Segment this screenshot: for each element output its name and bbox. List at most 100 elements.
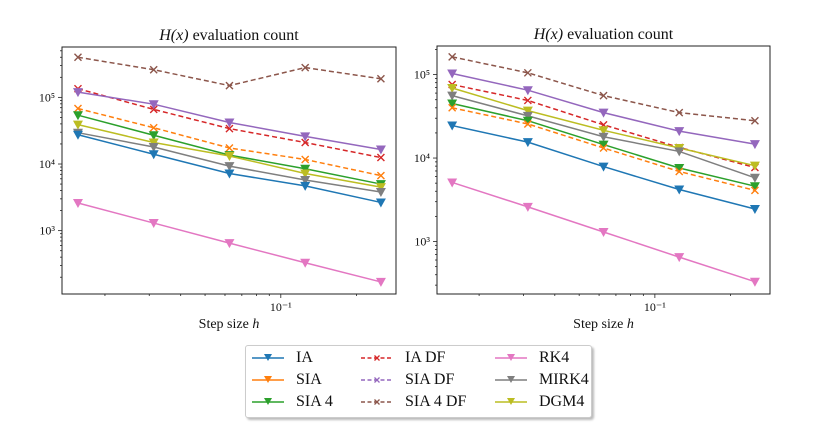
data-point-ia: [72, 130, 83, 140]
data-point-ia-df: [523, 96, 532, 105]
legend-line-sia: [252, 376, 284, 383]
legend-item-sia-4: SIA 4: [251, 392, 333, 412]
legend-marker: [264, 398, 272, 405]
legend-label: SIA 4 DF: [405, 393, 467, 410]
x-tick-label: 10⁻¹: [644, 300, 666, 314]
data-point-sia-4-df: [599, 91, 608, 100]
data-point-rk4: [674, 253, 685, 263]
data-point-ia-df: [301, 138, 310, 147]
data-point-rk4: [148, 219, 159, 229]
series-dgm4: [447, 84, 760, 171]
series-rk4: [447, 178, 760, 287]
data-point-sia-df: [749, 140, 760, 150]
data-point-sia: [73, 104, 82, 113]
legend-label: RK4: [539, 349, 570, 366]
data-point-mirk4: [300, 176, 311, 186]
legend-label: DGM4: [539, 393, 585, 410]
data-point-dgm4: [224, 151, 235, 161]
x-axis-label: Step size h: [199, 317, 260, 332]
legend-label: MIRK4: [539, 371, 589, 388]
data-point-sia-4-df: [750, 116, 759, 125]
data-point-sia-df: [522, 86, 533, 96]
legend-line-sia-4-df: [361, 399, 393, 405]
data-point-ia: [224, 169, 235, 179]
data-point-dgm4: [375, 183, 386, 193]
data-point-sia: [225, 143, 234, 152]
series-sia-4-df: [73, 53, 385, 90]
data-point-sia-df: [72, 88, 83, 98]
data-point-sia-df: [375, 145, 386, 155]
data-point-sia-df: [598, 108, 609, 118]
legend-line-mirk4: [495, 376, 527, 383]
data-point-rk4: [72, 198, 83, 208]
data-point-sia-4-df: [73, 53, 82, 62]
data-point-sia-4: [300, 164, 311, 174]
legend-line-sia-4: [252, 398, 284, 405]
data-point-rk4: [522, 202, 533, 212]
data-point-mirk4: [447, 91, 458, 101]
chart-1: 10³ 10⁴ 10⁵ 10⁻¹ H(x) evaluation count Step s…: [39, 27, 397, 332]
data-point-ia: [300, 181, 311, 191]
data-point-sia-4-df: [523, 68, 532, 77]
data-point-ia-df: [149, 105, 158, 114]
data-point-sia: [149, 123, 158, 132]
data-point-sia-df: [447, 69, 458, 79]
data-point-sia-4-df: [675, 108, 684, 117]
data-point-ia-df: [225, 124, 234, 133]
legend-line-sia-df: [361, 377, 393, 383]
y-tick-label: 10³: [414, 235, 430, 249]
series-dgm4: [72, 120, 386, 193]
legend-marker: [374, 377, 380, 383]
data-point-mirk4: [598, 132, 609, 142]
y-tick-label: 10⁴: [39, 157, 55, 171]
data-point-sia-df: [674, 127, 685, 137]
title-math: H(x): [158, 27, 188, 44]
series-ia-df: [448, 80, 759, 172]
data-point-ia: [447, 121, 458, 131]
y-tick-label: 10⁵: [414, 68, 430, 82]
x-tick-label: 10⁻¹: [270, 300, 292, 314]
legend-label: SIA 4: [296, 393, 333, 410]
data-point-sia-4: [598, 140, 609, 150]
data-point-ia: [749, 205, 760, 215]
data-point-sia-4-df: [301, 63, 310, 72]
chart-title: H(x) evaluation count: [533, 26, 674, 43]
x-axis-label: Step size h: [573, 317, 634, 332]
series-ia: [72, 130, 386, 208]
legend-item-rk4: RK4: [494, 348, 569, 368]
series-line-sia-4-df: [77, 56, 382, 87]
data-point-ia: [148, 150, 159, 160]
legend-marker: [374, 399, 380, 405]
series-sia: [73, 104, 385, 180]
legend-label: SIA DF: [405, 371, 455, 388]
data-point-dgm4: [72, 120, 83, 130]
data-point-sia: [523, 119, 532, 128]
data-point-rk4: [375, 277, 386, 287]
data-point-rk4: [598, 227, 609, 237]
legend-line-ia-df: [361, 355, 393, 361]
data-point-sia-4: [72, 111, 83, 121]
legend-marker: [264, 376, 272, 383]
data-point-sia-df: [300, 132, 311, 142]
data-point-mirk4: [522, 111, 533, 121]
legend-item-sia-df: SIA DF: [360, 370, 454, 390]
data-point-sia: [301, 155, 310, 164]
series-mirk4: [72, 128, 386, 198]
data-point-sia-4-df: [225, 81, 234, 90]
legend-label: SIA: [296, 371, 322, 388]
data-point-sia-4: [749, 182, 760, 192]
chart-2: 10³ 10⁴ 10⁵ 10⁻¹ H(x) evaluation count Step s…: [414, 26, 771, 332]
data-point-sia-4: [447, 99, 458, 109]
legend-item-sia-4-df: SIA 4 DF: [360, 392, 466, 412]
legend-marker: [507, 398, 515, 405]
data-point-sia: [448, 103, 457, 112]
data-point-dgm4: [447, 84, 458, 94]
data-point-mirk4: [148, 142, 159, 152]
data-point-sia-4: [522, 116, 533, 126]
data-point-sia: [675, 167, 684, 176]
plot-frame: [436, 45, 771, 295]
data-point-rk4: [224, 239, 235, 249]
data-point-rk4: [300, 258, 311, 268]
data-point-sia-df: [224, 118, 235, 128]
series-sia-df: [447, 69, 760, 150]
